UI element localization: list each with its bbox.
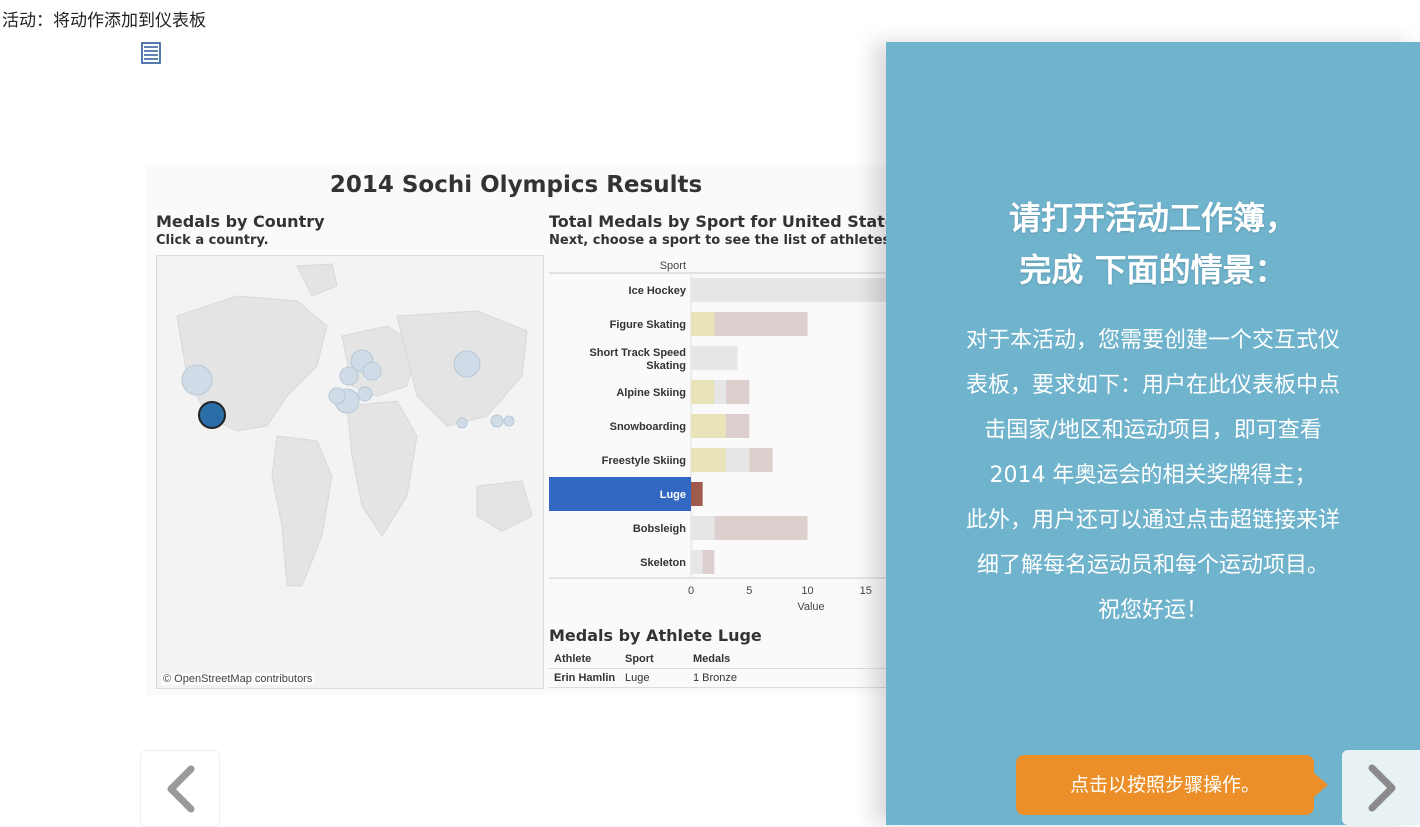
selected-row-highlight — [549, 477, 691, 511]
table-of-contents-icon[interactable] — [141, 42, 161, 64]
bar-chart-title: Total Medals by Sport for United States — [549, 212, 906, 231]
bar-segment-3[interactable] — [714, 516, 808, 540]
column-header-sport: Sport — [625, 653, 654, 665]
bar-chart-subtitle: Next, choose a sport to see the list of … — [549, 233, 896, 248]
cell-sport: Luge — [625, 672, 650, 684]
table-row[interactable]: Erin Hamlin Luge 1 Bronze — [549, 669, 935, 688]
bar-segment-3[interactable] — [691, 482, 703, 506]
panel-body-line: 表板，要求如下：用户在此仪表板中点 — [965, 373, 1340, 398]
bar-segment-3[interactable] — [749, 448, 773, 472]
category-label: Alpine Skiing — [616, 387, 686, 399]
y-axis-label: Sport — [660, 260, 686, 272]
bar-segment-1[interactable] — [691, 414, 726, 438]
bar-segment-2[interactable] — [691, 346, 738, 370]
medals-by-sport-chart[interactable]: Sport Value Ice Hockey Figure Skating Shor… — [549, 255, 939, 615]
table-header: Athlete Sport Medals — [549, 650, 935, 669]
world-map[interactable]: © OpenStreetMap contributors — [156, 255, 544, 689]
x-tick-label: 5 — [746, 585, 752, 597]
world-map-shapes — [176, 263, 533, 587]
athletes-title: Medals by Athlete Luge — [549, 626, 762, 645]
bar-segment-2[interactable] — [714, 380, 726, 404]
panel-body: 对于本活动，您需要创建一个交互式仪 表板，要求如下：用户在此仪表板中点 击国家/… — [936, 318, 1370, 633]
column-header-medals: Medals — [693, 653, 731, 665]
panel-heading-line-2: 完成 下面的情景： — [1019, 251, 1287, 289]
panel-body-line: 击国家/地区和运动项目，即可查看 — [984, 418, 1322, 443]
bar-segment-1[interactable] — [691, 312, 715, 336]
x-tick-label: 15 — [860, 585, 872, 597]
category-label: Snowboarding — [610, 421, 686, 433]
bar-segment-2[interactable] — [725, 448, 750, 472]
category-label: Freestyle Skiing — [602, 455, 686, 467]
category-label: Ice Hockey — [629, 285, 687, 297]
panel-body-line: 此外，用户还可以通过点击超链接来详 — [965, 508, 1340, 533]
cell-medals: 1 Bronze — [693, 672, 738, 684]
cell-athlete[interactable]: Erin Hamlin — [554, 672, 616, 684]
bar-chart-svg: Sport Value Ice Hockey Figure Skating Shor… — [549, 260, 934, 613]
panel-heading-line-1: 请打开活动工作簿， — [1008, 199, 1297, 237]
united-states-marker[interactable] — [198, 401, 226, 429]
follow-steps-callout[interactable]: 点击以按照步骤操作。 — [1016, 755, 1328, 815]
dashboard-title: 2014 Sochi Olympics Results — [329, 172, 703, 198]
category-label: Skating — [646, 360, 686, 372]
bar-segment-1[interactable] — [691, 380, 715, 404]
chevron-left-icon — [167, 765, 195, 813]
panel-body-line: 祝您好运！ — [1097, 598, 1208, 623]
bar-segment-2[interactable] — [691, 278, 924, 302]
x-tick-label: 0 — [688, 585, 694, 597]
x-tick-label: 10 — [801, 585, 813, 597]
map-title: Medals by Country — [156, 212, 325, 231]
panel-body-line: 细了解每名运动员和每个运动项目。 — [976, 553, 1329, 578]
bar-segment-2[interactable] — [691, 516, 715, 540]
panel-heading: 请打开活动工作簿， 完成 下面的情景： — [886, 192, 1420, 296]
column-header-athlete: Athlete — [554, 653, 592, 665]
bar-segment-1[interactable] — [691, 448, 726, 472]
bar-segment-3[interactable] — [725, 414, 750, 438]
category-label: Bobsleigh — [633, 523, 686, 535]
bar-segment-2[interactable] — [691, 550, 703, 574]
category-label: Short Track Speed — [589, 347, 686, 359]
athletes-table: Athlete Sport Medals Erin Hamlin Luge 1 … — [549, 650, 935, 688]
map-credit: © OpenStreetMap contributors — [161, 673, 315, 685]
instruction-panel: 请打开活动工作簿， 完成 下面的情景： 对于本活动，您需要创建一个交互式仪 表板… — [886, 42, 1420, 825]
category-label: Luge — [660, 489, 686, 501]
panel-body-line: 2014 年奥运会的相关奖牌得主； — [989, 463, 1317, 488]
category-label: Skeleton — [640, 557, 686, 569]
bar-segment-3[interactable] — [702, 550, 715, 574]
next-button[interactable] — [1342, 750, 1420, 825]
map-subtitle: Click a country. — [156, 233, 269, 248]
x-axis-label: Value — [797, 601, 824, 613]
bar-segment-3[interactable] — [714, 312, 808, 336]
category-label: Figure Skating — [610, 319, 686, 331]
bar-segment-3[interactable] — [725, 380, 750, 404]
panel-body-line: 对于本活动，您需要创建一个交互式仪 — [965, 328, 1340, 353]
page-title: 活动：将动作添加到仪表板 — [2, 11, 206, 31]
previous-button[interactable] — [140, 750, 220, 827]
chevron-right-icon — [1368, 764, 1396, 812]
